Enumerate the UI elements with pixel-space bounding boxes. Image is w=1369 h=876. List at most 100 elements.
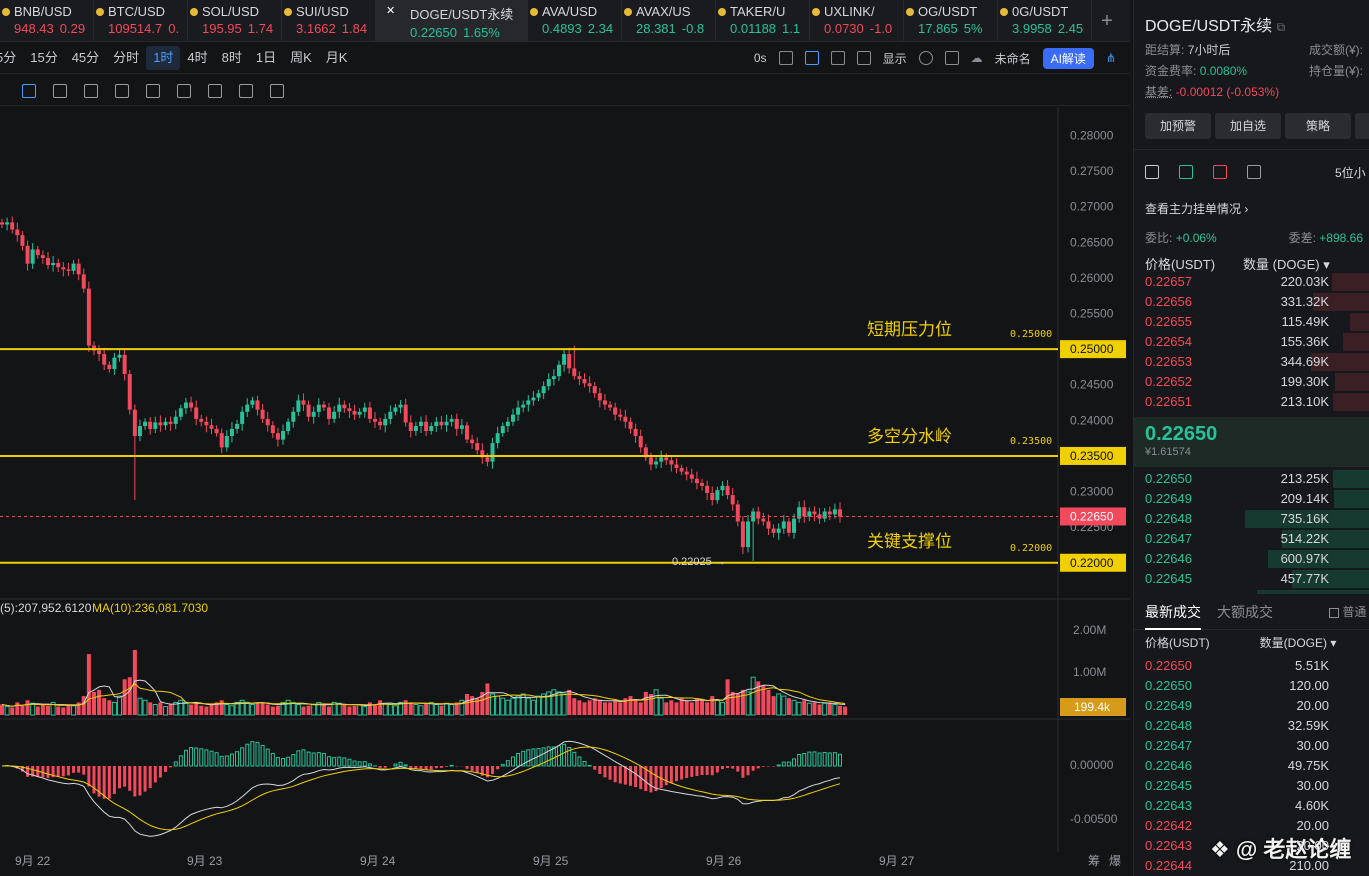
orderbook-row[interactable]: 0.22649 209.14K: [1134, 489, 1369, 509]
share-icon[interactable]: ⋔: [1105, 51, 1116, 65]
orderbook-row[interactable]: 0.22646 600.97K: [1134, 549, 1369, 569]
candle-body: [245, 404, 250, 412]
axis-corner-label[interactable]: 爆: [1109, 854, 1122, 868]
orderbook-row[interactable]: 0.22650 213.25K: [1134, 469, 1369, 489]
candles: [0, 216, 842, 561]
macd-bar: [746, 766, 750, 776]
timeframe-button[interactable]: 周K: [290, 49, 312, 65]
volume-bar: [373, 704, 378, 715]
layout-icon[interactable]: [856, 51, 871, 65]
timeframe-button[interactable]: 8时: [221, 49, 242, 65]
orderbook-asks-icon[interactable]: [1213, 165, 1227, 179]
orderbook-both-icon[interactable]: [1145, 165, 1159, 179]
trade-row: 0.22650 120.00: [1134, 676, 1369, 696]
ruler-icon[interactable]: [53, 83, 67, 98]
action-button[interactable]: 加自选: [1215, 113, 1281, 139]
symbol-tab[interactable]: BTC/USD 109514.7 0.: [94, 0, 188, 41]
timeframe-button[interactable]: 15分: [30, 49, 58, 65]
timeframe-button[interactable]: 1时: [146, 45, 181, 70]
orderbook-mode-icon[interactable]: [1247, 165, 1261, 179]
action-button[interactable]: 加预警: [1145, 113, 1211, 139]
volume-bar: [111, 701, 117, 716]
brush-icon[interactable]: [84, 83, 98, 98]
symbol-tab[interactable]: ✕ DOGE/USDT永续 0.22650 1.65%: [376, 0, 528, 41]
orderbook-row[interactable]: 0.22656 331.32K: [1134, 292, 1369, 312]
display-button[interactable]: 显示: [882, 51, 907, 66]
ai-analysis-button[interactable]: AI解读: [1042, 47, 1094, 69]
symbol-tab-bar: BNB/USD 948.43 0.29 BTC/USD 109514.7 0. SOL/US…: [0, 0, 1130, 42]
orderbook-row[interactable]: 0.22651 213.10K: [1134, 392, 1369, 412]
symbol-tab[interactable]: BNB/USD 948.43 0.29: [0, 0, 94, 41]
cloud-icon[interactable]: ☁: [970, 51, 983, 65]
trash-icon[interactable]: [270, 83, 284, 98]
orderbook-row[interactable]: 0.22652 199.30K: [1134, 372, 1369, 392]
orderbook-row[interactable]: 0.22644 663.81K: [1134, 589, 1369, 594]
orderbook-row[interactable]: 0.22657 220.03K: [1134, 272, 1369, 292]
timeframe-button[interactable]: 4时: [187, 49, 208, 65]
macd-bar: [393, 763, 398, 767]
normal-checkbox[interactable]: 普通: [1329, 603, 1366, 620]
orderbook-row[interactable]: 0.22645 457.77K: [1134, 569, 1369, 589]
macd-bar: [726, 766, 730, 769]
gear-icon[interactable]: [918, 51, 933, 65]
trade-price: 0.22644: [1145, 858, 1192, 873]
macd-bar: [429, 766, 433, 770]
macd-bar: [66, 766, 70, 776]
symbol-tab[interactable]: SUI/USD 3.1662 1.84: [282, 0, 376, 41]
tab-latest-trades[interactable]: 最新成交: [1145, 602, 1201, 630]
timeframe-button[interactable]: 1日: [255, 49, 277, 65]
macd-bar: [189, 747, 194, 767]
magnet-icon[interactable]: [208, 83, 222, 98]
symbol-tab[interactable]: TAKER/U 0.01188 1.1: [716, 0, 810, 41]
candle-body: [613, 407, 618, 415]
volume-bar: [500, 697, 506, 716]
orderbook-row[interactable]: 0.22654 155.36K: [1134, 332, 1369, 352]
symbol-tab[interactable]: AVAX/US 28.381 -0.8: [622, 0, 716, 41]
ob-qty-header[interactable]: 数量 (DOGE) ▾: [1243, 257, 1330, 272]
delay-label[interactable]: 0s: [753, 51, 767, 65]
add-tab-icon[interactable]: +: [1101, 10, 1113, 32]
depth-link[interactable]: 查看主力挂单情况: [1145, 202, 1242, 216]
volume-bar: [679, 698, 684, 715]
tab-large-trades[interactable]: 大额成交: [1217, 603, 1273, 620]
orderbook-row[interactable]: 0.22647 514.22K: [1134, 529, 1369, 549]
orderbook-row[interactable]: 0.22648 735.16K: [1134, 509, 1369, 529]
crop-icon[interactable]: [830, 51, 845, 65]
macd-bar: [608, 766, 612, 780]
camera-icon[interactable]: [778, 51, 793, 65]
more-button[interactable]: [1355, 113, 1369, 139]
precision-select[interactable]: 5位小: [1335, 165, 1366, 180]
action-button[interactable]: 策略: [1285, 113, 1351, 139]
trades-qty-header[interactable]: 数量(DOGE) ▾: [1259, 636, 1337, 650]
symbol-tab[interactable]: UXLINK/0.0730 -1.0: [810, 0, 904, 41]
price-chart[interactable]: 0.28000 0.27500 0.27000 0.26500 0.26000 0.255…: [0, 107, 1130, 852]
macd-bar: [321, 752, 326, 767]
macd-bar: [214, 752, 219, 767]
symbol-tab[interactable]: SOL/USD 195.95 1.74: [188, 0, 282, 41]
indicator-icon[interactable]: [115, 83, 129, 98]
candle-body: [659, 457, 664, 462]
orderbook-row[interactable]: 0.22655 115.49K: [1134, 312, 1369, 332]
axis-corner-label[interactable]: 筹: [1088, 854, 1101, 868]
timeframe-button[interactable]: 5分: [0, 49, 17, 65]
symbol-tab[interactable]: OG/USDT 17.865 5%: [904, 0, 998, 41]
macd-bar: [491, 766, 495, 774]
orderbook-row[interactable]: 0.22653 344.69K: [1134, 352, 1369, 372]
orderbook-bids-icon[interactable]: [1179, 165, 1193, 179]
cursor-tool-icon[interactable]: [22, 83, 36, 98]
copy-icon[interactable]: ⧉: [1276, 20, 1286, 34]
fullscreen-icon[interactable]: [944, 51, 959, 65]
layout-name[interactable]: 未命名: [994, 51, 1031, 66]
volume-bar: [327, 706, 332, 715]
symbol-tab[interactable]: AVA/USD 0.4893 2.34: [528, 0, 622, 41]
edit-icon[interactable]: [177, 83, 191, 98]
lock-icon[interactable]: [146, 83, 160, 98]
timeframe-button[interactable]: 月K: [325, 49, 348, 65]
pencil-icon[interactable]: [804, 51, 819, 65]
symbol-tab[interactable]: 0G/USDT 3.9958 2.45: [998, 0, 1092, 41]
filter-icon[interactable]: [239, 83, 253, 98]
timeframe-button[interactable]: 分时: [113, 49, 140, 65]
coin-icon: [812, 8, 820, 16]
candle-body: [102, 354, 107, 365]
timeframe-button[interactable]: 45分: [71, 49, 100, 65]
